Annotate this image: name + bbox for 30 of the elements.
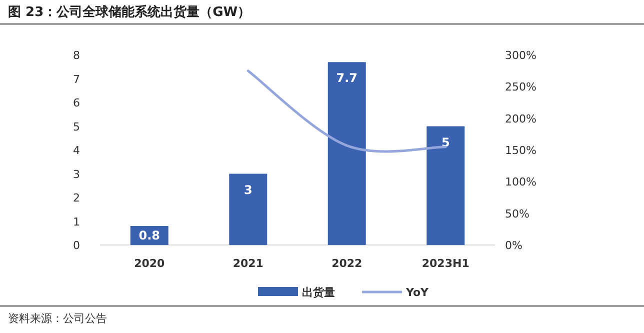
bar bbox=[229, 174, 268, 245]
y2-tick-label: 100% bbox=[505, 176, 536, 189]
y-tick-label: 2 bbox=[73, 192, 80, 204]
legend-label: 出货量 bbox=[302, 286, 335, 299]
data-label: 3 bbox=[244, 182, 252, 197]
y2-tick-label: 250% bbox=[505, 80, 536, 94]
y-tick-label: 5 bbox=[73, 120, 80, 134]
y2-tick-label: 150% bbox=[505, 144, 536, 157]
x-tick-label: 2021 bbox=[232, 257, 264, 270]
data-label: 7.7 bbox=[336, 71, 358, 86]
y2-tick-label: 300% bbox=[505, 49, 536, 62]
y-tick-label: 7 bbox=[73, 72, 80, 86]
y-tick-label: 8 bbox=[73, 49, 80, 62]
y-tick-label: 4 bbox=[73, 144, 80, 157]
bar bbox=[426, 126, 465, 245]
y2-tick-label: 0% bbox=[505, 239, 522, 252]
x-tick-label: 2023H1 bbox=[422, 257, 470, 270]
y2-tick-label: 200% bbox=[505, 112, 536, 126]
x-tick-label: 2022 bbox=[332, 257, 362, 270]
y2-tick-label: 50% bbox=[505, 207, 530, 220]
y-tick-label: 0 bbox=[73, 239, 80, 252]
chart-title: 图 23：公司全球储能系统出货量（GW） bbox=[8, 4, 251, 20]
y-tick-label: 1 bbox=[73, 215, 80, 228]
x-tick-label: 2020 bbox=[134, 257, 166, 270]
bar bbox=[328, 62, 366, 245]
text: 资料来源：公司公告 bbox=[8, 312, 107, 325]
y-tick-label: 3 bbox=[73, 168, 80, 181]
legend-label: YoY bbox=[405, 286, 430, 299]
y-tick-label: 6 bbox=[73, 96, 80, 110]
data-label: 0.8 bbox=[138, 228, 160, 242]
